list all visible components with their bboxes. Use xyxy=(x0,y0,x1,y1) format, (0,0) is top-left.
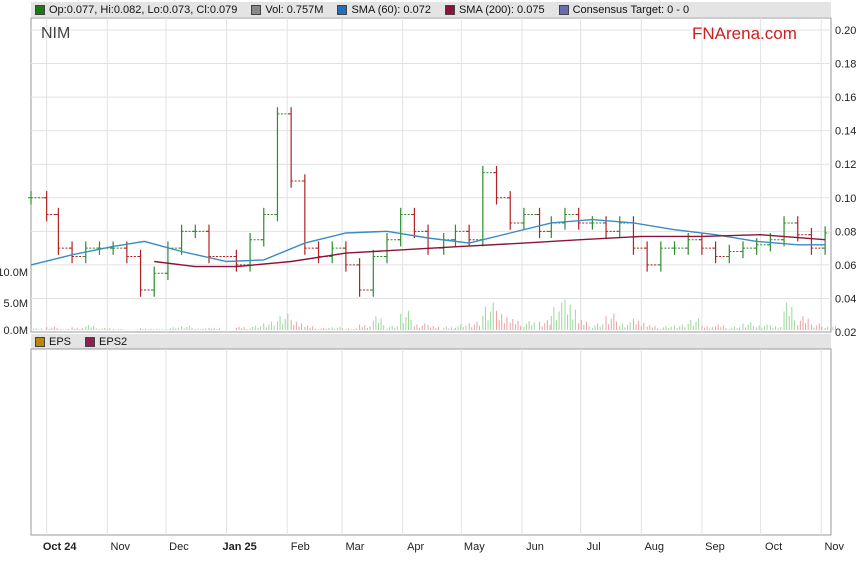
legend-item-eps[interactable]: EPS xyxy=(35,336,71,348)
legend-label-eps: EPS xyxy=(49,335,72,348)
legend-item-sma60[interactable]: SMA (60): 0.072 xyxy=(337,4,431,16)
legend-label-eps2: EPS2 xyxy=(99,335,128,348)
eps-panel-frame xyxy=(30,348,832,536)
x-tick-label: Oct xyxy=(765,541,782,553)
ohlc-swatch-icon xyxy=(35,4,45,15)
moving-averages xyxy=(30,218,826,268)
y-tick-label: 0.02 xyxy=(835,327,856,339)
sma60-swatch-icon xyxy=(337,4,348,15)
legend-bar: Op:0.077, Hi:0.082, Lo:0.073, Cl:0.079 V… xyxy=(31,2,831,17)
legend-label-sma60: SMA (60): 0.072 xyxy=(351,3,431,16)
legend-item-target[interactable]: Consensus Target: 0 - 0 xyxy=(558,3,690,16)
y-tick-label: 0.18 xyxy=(835,59,856,71)
x-tick-label: Dec xyxy=(169,541,189,553)
x-tick-label: May xyxy=(464,541,485,553)
target-swatch-icon xyxy=(558,4,569,15)
brand-watermark: FNArena.com xyxy=(692,24,797,43)
legend-label-target: Consensus Target: 0 - 0 xyxy=(572,3,690,16)
sma200-line xyxy=(154,233,826,268)
ticker-label: NIM xyxy=(41,25,70,42)
eps2-swatch-icon xyxy=(85,336,96,347)
y-tick-label: 0.08 xyxy=(835,226,856,238)
x-tick-label: Oct 24 xyxy=(43,541,78,553)
axis-labels: 0.20 0.18 0.16 0.14 0.12 0.10 0.08 0.06 0.04 0.02… xyxy=(0,25,856,553)
x-tick-label: Jul xyxy=(587,541,601,553)
sma200-swatch-icon xyxy=(444,4,455,15)
y-tick-label: 0.04 xyxy=(835,293,856,305)
x-tick-label: Jan 25 xyxy=(222,541,256,553)
x-tick-label: Mar xyxy=(346,541,365,553)
x-tick-label: Nov xyxy=(824,541,844,553)
y-tick-label: 0.12 xyxy=(835,159,856,171)
legend-label-ohlc: Op:0.077, Hi:0.082, Lo:0.073, Cl:0.079 xyxy=(49,3,238,16)
volume-tick-label: 0.0M xyxy=(4,325,28,337)
volume-tick-label: 5.0M xyxy=(4,298,28,310)
volume-bars xyxy=(30,299,837,330)
y-tick-label: 0.06 xyxy=(835,260,856,272)
sma60-line xyxy=(30,218,826,266)
x-tick-label: Sep xyxy=(705,541,725,553)
gridlines xyxy=(31,18,831,535)
x-tick-label: Jun xyxy=(526,541,544,553)
legend-item-sma200[interactable]: SMA (200): 0.075 xyxy=(444,3,545,16)
volume-swatch-icon xyxy=(251,4,262,15)
y-tick-label: 0.16 xyxy=(835,92,856,104)
legend-label-volume: Vol: 0.757M xyxy=(265,3,324,16)
y-tick-label: 0.10 xyxy=(835,193,856,205)
eps-legend-bar: EPS EPS2 xyxy=(31,334,831,349)
x-tick-label: Feb xyxy=(291,541,310,553)
x-tick-label: Aug xyxy=(644,541,664,553)
volume-tick-label: 10.0M xyxy=(0,267,28,279)
y-tick-label: 0.20 xyxy=(835,25,856,37)
legend-item-volume[interactable]: Vol: 0.757M xyxy=(251,4,323,16)
price-panel-frame xyxy=(30,17,832,333)
y-tick-label: 0.14 xyxy=(835,126,856,138)
legend-item-ohlc[interactable]: Op:0.077, Hi:0.082, Lo:0.073, Cl:0.079 xyxy=(35,4,237,16)
x-tick-label: Nov xyxy=(111,541,131,553)
x-tick-label: Apr xyxy=(407,541,424,553)
legend-item-eps2[interactable]: EPS2 xyxy=(85,336,127,348)
legend-label-sma200: SMA (200): 0.075 xyxy=(458,3,545,16)
eps-swatch-icon xyxy=(35,336,45,347)
price-bars xyxy=(28,107,830,297)
